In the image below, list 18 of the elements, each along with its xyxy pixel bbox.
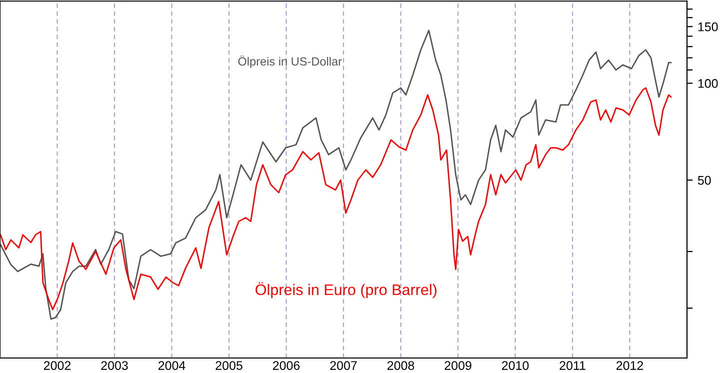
text: Ölpreis in US-Dollar xyxy=(238,56,342,68)
x-tick-label: 2011 xyxy=(560,361,586,370)
x-tick-label: 2007 xyxy=(330,361,357,370)
y-tick-label: 50 xyxy=(698,176,711,185)
x-tick-label: 2010 xyxy=(502,361,529,370)
line-series xyxy=(0,30,672,320)
y-tick-label: 150 xyxy=(698,22,718,32)
x-tick-label: 2008 xyxy=(387,361,414,370)
x-tick-label: 2002 xyxy=(44,361,71,370)
series-label: Ölpreis in Euro (pro Barrel) xyxy=(256,282,436,298)
line-series xyxy=(0,87,672,310)
x-tick-label: 2003 xyxy=(101,361,128,370)
x-tick-label: 2005 xyxy=(216,361,242,370)
x-tick-label: 2012 xyxy=(616,361,644,370)
x-tick-label: 2009 xyxy=(444,361,472,370)
x-tick-label: 2004 xyxy=(158,361,186,370)
x-tick-label: 2006 xyxy=(272,361,300,370)
y-tick-label: 100 xyxy=(698,79,718,88)
